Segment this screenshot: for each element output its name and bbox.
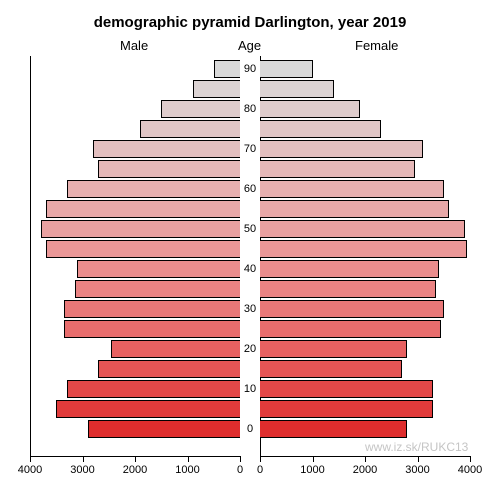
chart-title: demographic pyramid Darlington, year 201… xyxy=(0,14,500,31)
bar-male xyxy=(77,260,240,278)
bar-male xyxy=(41,220,241,238)
x-tick xyxy=(240,456,241,462)
bar-female xyxy=(260,140,423,158)
bar-male xyxy=(46,200,240,218)
age-tick-label: 20 xyxy=(240,339,260,359)
bar-male xyxy=(88,420,240,438)
x-tick xyxy=(188,456,189,462)
bar-male xyxy=(75,280,240,298)
bar-male xyxy=(64,320,240,338)
bar-female xyxy=(260,420,407,438)
bar-male xyxy=(64,300,240,318)
bar-male xyxy=(111,340,240,358)
x-tick xyxy=(418,456,419,462)
x-tick-label: 3000 xyxy=(63,464,103,476)
bar-male xyxy=(93,140,240,158)
x-tick-label: 2000 xyxy=(115,464,155,476)
bar-male xyxy=(98,360,240,378)
x-tick-label: 4000 xyxy=(10,464,50,476)
bar-female xyxy=(260,260,439,278)
bar-female xyxy=(260,400,433,418)
x-tick-label: 3000 xyxy=(398,464,438,476)
bar-female xyxy=(260,220,465,238)
label-female: Female xyxy=(355,38,398,53)
x-tick-label: 1000 xyxy=(293,464,333,476)
age-tick-label: 30 xyxy=(240,299,260,319)
age-tick-label: 40 xyxy=(240,259,260,279)
x-tick-label: 2000 xyxy=(345,464,385,476)
x-tick xyxy=(470,456,471,462)
age-tick-label: 60 xyxy=(240,179,260,199)
bar-male xyxy=(193,80,240,98)
bar-male xyxy=(56,400,240,418)
bar-female xyxy=(260,60,313,78)
bar-male xyxy=(140,120,240,138)
age-tick-label: 90 xyxy=(240,59,260,79)
bar-male xyxy=(214,60,240,78)
bar-male xyxy=(161,100,240,118)
bar-male xyxy=(46,240,240,258)
bar-female xyxy=(260,360,402,378)
x-tick-label: 0 xyxy=(240,464,280,476)
bar-female xyxy=(260,340,407,358)
x-tick xyxy=(30,456,31,462)
bar-male xyxy=(67,180,240,198)
label-age: Age xyxy=(238,38,261,53)
bar-female xyxy=(260,200,449,218)
bar-female xyxy=(260,80,334,98)
age-tick-label: 80 xyxy=(240,99,260,119)
bar-female xyxy=(260,300,444,318)
bar-female xyxy=(260,240,467,258)
watermark: www.iz.sk/RUKC13 xyxy=(365,440,468,454)
x-tick xyxy=(83,456,84,462)
bar-female xyxy=(260,320,441,338)
age-tick-label: 70 xyxy=(240,139,260,159)
x-tick xyxy=(313,456,314,462)
age-tick-label: 0 xyxy=(240,419,260,439)
bar-male xyxy=(67,380,240,398)
age-tick-label: 50 xyxy=(240,219,260,239)
bar-female xyxy=(260,280,436,298)
label-male: Male xyxy=(120,38,148,53)
x-tick xyxy=(135,456,136,462)
x-tick-label: 1000 xyxy=(168,464,208,476)
bar-male xyxy=(98,160,240,178)
bar-female xyxy=(260,120,381,138)
bar-female xyxy=(260,100,360,118)
bar-female xyxy=(260,180,444,198)
bar-female xyxy=(260,160,415,178)
x-tick xyxy=(260,456,261,462)
x-tick xyxy=(365,456,366,462)
bar-female xyxy=(260,380,433,398)
demographic-pyramid-chart: demographic pyramid Darlington, year 201… xyxy=(0,0,500,500)
x-tick-label: 4000 xyxy=(450,464,490,476)
age-tick-label: 10 xyxy=(240,379,260,399)
